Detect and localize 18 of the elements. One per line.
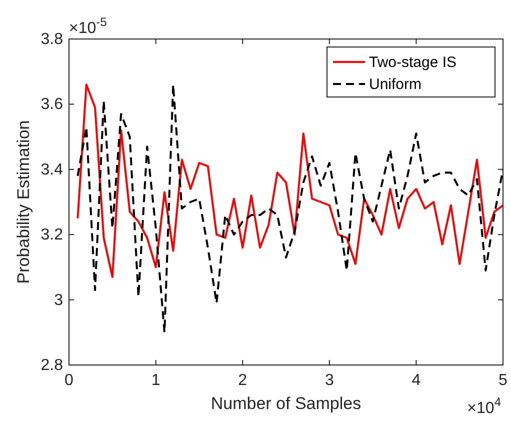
legend-label: Uniform <box>369 76 422 93</box>
x-tick-label: 3 <box>324 372 334 389</box>
y-tick-label: 3.4 <box>40 161 64 178</box>
legend-label: Two-stage IS <box>369 54 457 71</box>
y-tick-label: 3.2 <box>40 226 64 244</box>
y-axis-title: Probability Estimation <box>14 120 33 284</box>
x-tick-label: 4 <box>412 372 421 389</box>
text: ×10$^{4}$ <box>467 395 502 417</box>
x-axis-title: Number of Samples <box>210 394 362 413</box>
x-tick-label: 2 <box>238 372 248 389</box>
y-tick-label: 3 <box>54 292 64 309</box>
x-tick-label: 0 <box>64 372 74 389</box>
x-tick-label: 5 <box>498 372 508 389</box>
y-tick-label: 3.8 <box>40 31 64 48</box>
y-tick-label: 2.8 <box>40 357 64 374</box>
y-tick-label: 3.6 <box>40 96 64 114</box>
x-tick-label: 1 <box>151 372 160 389</box>
text: ×10$^{-5}$ <box>69 15 108 37</box>
